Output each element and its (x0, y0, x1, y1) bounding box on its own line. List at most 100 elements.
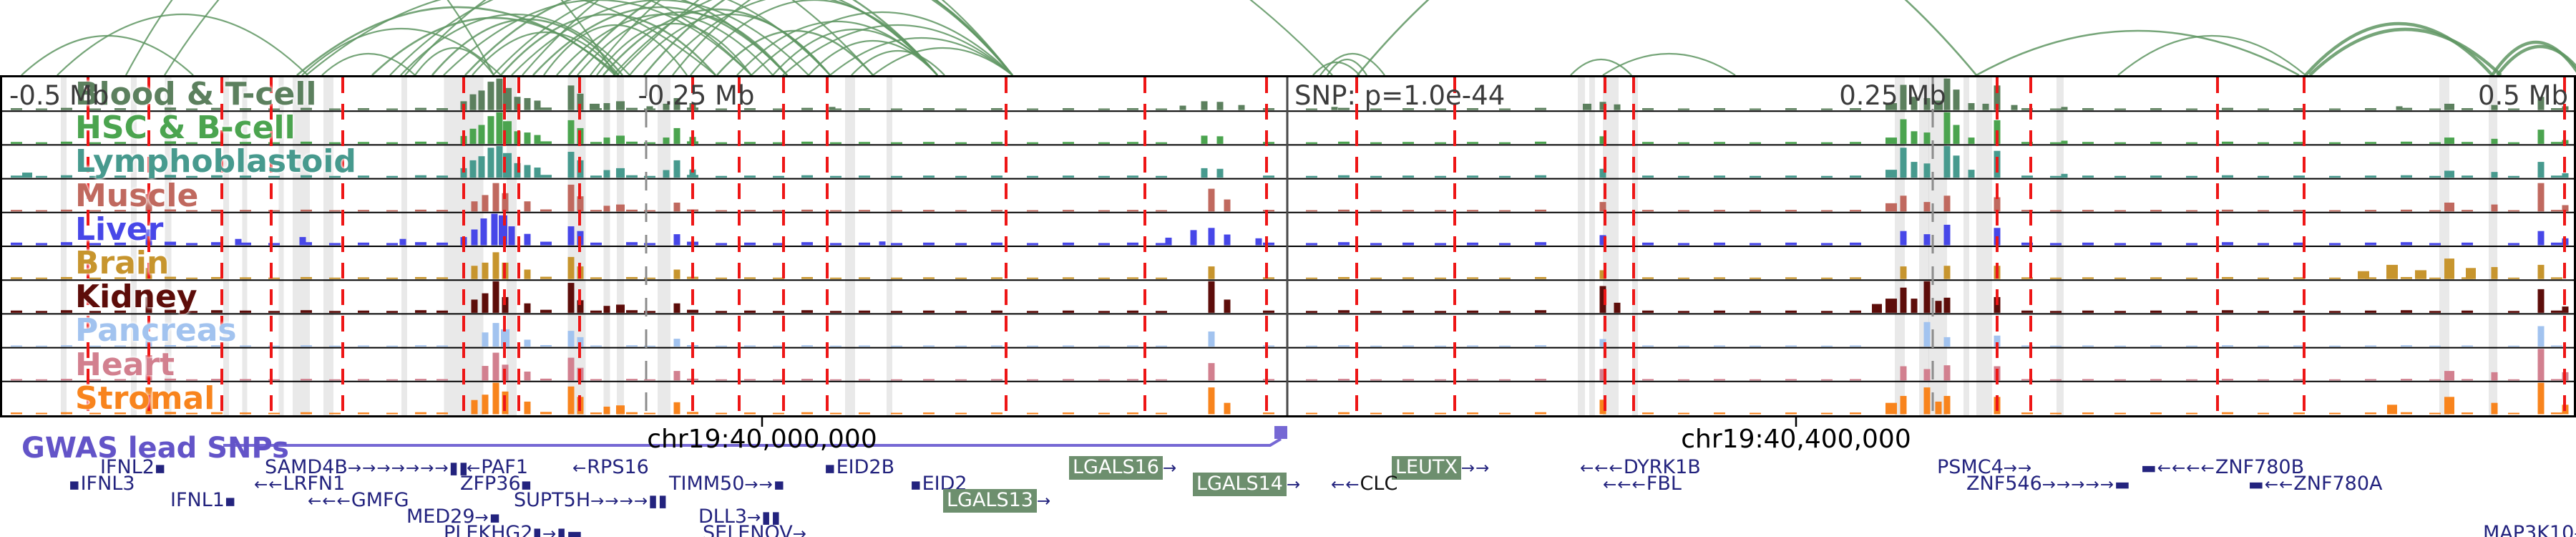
gwas-lead-snps-label: GWAS lead SNPs (21, 432, 289, 465)
gene-name: PSMC4 (1937, 456, 2004, 478)
gene-lgals13: LGALS13 → (943, 489, 1052, 513)
signal-stromal (11, 382, 2569, 415)
gene-ifnl2: IFNL2▪ (100, 458, 167, 478)
gene-map3k10: MAP3K10→ (2483, 523, 2576, 537)
gene-strand-glyphs: ▪ (520, 475, 533, 494)
gene-strand-glyphs: ← (572, 459, 587, 478)
gene-clc: ←←CLC (1331, 474, 1397, 495)
gene-name: EID2B (836, 456, 895, 478)
gene-gmfg: ←←←GMFG (308, 490, 409, 511)
gene-rps16: ←RPS16 (572, 458, 649, 478)
gwas-snp-track-glyphs (223, 417, 1797, 447)
gene-name: CLC (1360, 473, 1398, 495)
gene-strand-glyphs: →▪ (474, 508, 502, 527)
gene-dll3: DLL3→▮▮ (698, 507, 781, 528)
gene-med29: MED29→▪ (406, 507, 501, 528)
gene-name: RPS16 (587, 456, 649, 478)
gene-psmc4: PSMC4→→ (1937, 458, 2032, 478)
gene-leutx: LEUTX →→ (1392, 456, 1491, 480)
gene-strand-glyphs: → (1162, 459, 1178, 478)
signal-lymphoblastoid (11, 146, 2569, 178)
gene-name: GMFG (351, 489, 409, 511)
gene-name: PAF1 (481, 456, 529, 478)
gene-name: DLL3 (698, 505, 748, 528)
gene-zfp36: ZFP36▪ (460, 474, 532, 495)
gene-name: IFNL1 (170, 489, 225, 511)
gene-strand-glyphs: →→ (2003, 459, 2033, 478)
gene-lgals16: LGALS16 → (1069, 456, 1178, 480)
gene-strand-glyphs: →→→→→→→▮▮ (347, 459, 469, 478)
gene-supt5h: SUPT5H→→→→▮▮ (514, 490, 668, 511)
signal-liver (11, 213, 2569, 246)
gene-strand-glyphs: ▪ (910, 475, 922, 494)
gene-eid2b: ▪EID2B (824, 458, 894, 478)
gene-name: FBL (1646, 473, 1682, 495)
track-label-heart: Heart (75, 346, 175, 383)
gene-strand-glyphs: ←← (1331, 475, 1360, 494)
gene-znf780a: ▬←←ZNF780A (2248, 474, 2383, 495)
annotation-panel: GWAS lead SNPs chr19:40,000,000 chr19:40… (0, 417, 2576, 537)
track-label-blood-t-cell: Blood & T-cell (75, 76, 317, 112)
ruler-label-minus-0-5mb: -0.5 Mb (9, 80, 109, 111)
gene-strand-glyphs: → (1286, 475, 1302, 494)
gene-name: ZNF546 (1966, 473, 2042, 495)
gene-name: IFNL2 (100, 456, 155, 478)
gene-name: LEUTX (1392, 456, 1461, 480)
gene-name: LGALS16 (1069, 456, 1163, 480)
gene-fbl: ←←←FBL (1603, 474, 1682, 495)
signal-kidney (11, 281, 2569, 313)
signal-blood-t-cell (11, 78, 2569, 110)
gene-strand-glyphs: ▪ (224, 492, 237, 511)
track-label-brain: Brain (75, 245, 170, 281)
gene-strand-glyphs: ← (467, 459, 482, 478)
gene-strand-glyphs: →→▪ (744, 475, 786, 494)
gene-znf546: ZNF546→→→→→▬ (1966, 474, 2131, 495)
gene-name: IFNL3 (80, 473, 135, 495)
gene-name: LGALS14 (1193, 473, 1287, 496)
tracks-panel: -0.5 Mb -0.25 Mb SNP: p=1.0e-44 0.25 Mb … (0, 75, 2576, 417)
gene-strand-glyphs: ▬←←←← (2141, 459, 2215, 478)
track-label-hsc-b-cell: HSC & B-cell (75, 110, 296, 147)
gene-strand-glyphs: → (792, 525, 808, 537)
gene-strand-glyphs: ←←← (308, 492, 351, 511)
gene-strand-glyphs: ←←← (1603, 475, 1646, 494)
signal-pancreas (11, 321, 2562, 347)
gene-name: TIMM50 (669, 473, 745, 495)
track-label-stromal: Stromal (75, 379, 215, 417)
gene-strand-glyphs: → (2574, 525, 2576, 537)
signal-hsc-b-cell (11, 112, 2569, 144)
gene-strand-glyphs: → (1036, 492, 1052, 511)
interaction-arcs (21, 0, 2576, 75)
track-label-kidney: Kidney (75, 279, 197, 316)
gene-name: MED29 (406, 505, 475, 528)
track-label-pancreas: Pancreas (75, 312, 237, 349)
gene-strand-glyphs: →→ (1460, 459, 1491, 478)
gene-znf780b: ▬←←←←ZNF780B (2141, 458, 2304, 478)
gene-plekhg2: PLEKHG2▮→▮▬ (444, 523, 583, 537)
gene-strand-glyphs: ←← (254, 475, 283, 494)
gene-strand-glyphs: ▮→▮▬ (532, 525, 583, 537)
coordinate-label-40000000: chr19:40,000,000 (647, 425, 877, 454)
coordinate-label-40400000: chr19:40,400,000 (1681, 425, 1911, 454)
gene-name: MAP3K10 (2483, 522, 2575, 537)
track-label-lymphoblastoid: Lymphoblastoid (75, 143, 356, 180)
gene-strand-glyphs: →▮▮ (747, 508, 781, 527)
gene-strand-glyphs: →→→→▮▮ (590, 492, 668, 511)
gene-name: PLEKHG2 (444, 522, 533, 537)
snp-pvalue-label: SNP: p=1.0e-44 (1294, 80, 1506, 111)
signal-heart (11, 349, 2569, 381)
gene-name: DYRK1B (1623, 456, 1701, 478)
signal-brain (11, 252, 2562, 279)
gene-dyrk1b: ←←←DYRK1B (1580, 458, 1701, 478)
gene-name: SELENOV (703, 522, 793, 537)
gene-strand-glyphs: ▪ (824, 459, 836, 478)
ruler-label-plus-0-5mb: 0.5 Mb (2477, 80, 2568, 111)
gene-paf1: ←PAF1 (467, 458, 528, 478)
gene-samd4b: SAMD4B→→→→→→→▮▮ (265, 458, 469, 478)
track-label-muscle: Muscle (75, 177, 199, 214)
gene-name: SUPT5H (514, 489, 591, 511)
track-label-liver: Liver (75, 211, 164, 248)
gene-name: SAMD4B (265, 456, 348, 478)
gene-name: ZNF780A (2293, 473, 2383, 495)
